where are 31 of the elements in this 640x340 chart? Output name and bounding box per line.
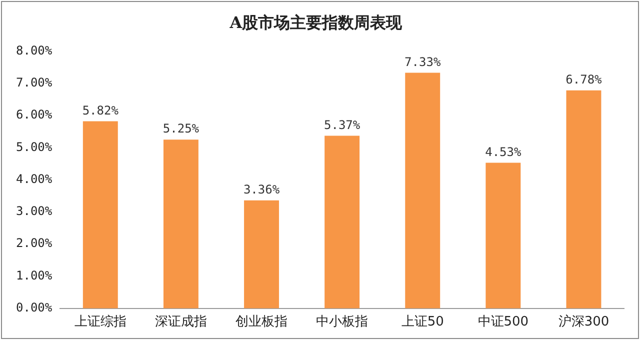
bar [566, 90, 602, 308]
y-tick-label: 3.00% [16, 204, 53, 218]
y-tick-label: 1.00% [16, 268, 53, 282]
y-tick-label: 6.00% [16, 108, 53, 122]
x-tick-label: 沪深300 [558, 314, 610, 330]
y-tick-label: 2.00% [16, 236, 53, 250]
bar [244, 200, 279, 308]
x-tick-label: 中小板指 [316, 314, 368, 330]
y-tick-label: 8.00% [16, 43, 53, 58]
bar [163, 140, 198, 308]
data-label: 3.36% [243, 182, 280, 196]
data-label: 5.37% [324, 118, 361, 132]
x-tick-label: 上证50 [401, 314, 444, 330]
bar [486, 162, 521, 308]
data-label: 4.53% [485, 144, 522, 159]
data-label: 5.82% [82, 103, 120, 118]
data-label: 6.78% [566, 72, 603, 87]
data-label: 5.25% [162, 122, 200, 136]
data-label: 7.33% [404, 54, 442, 69]
bar [324, 136, 360, 308]
x-tick-label: 创业板指 [236, 314, 288, 330]
chart-title: A股市场主要指数周表现 [228, 12, 404, 32]
y-tick-label: 0.00% [16, 300, 53, 315]
y-tick-label: 4.00% [16, 172, 53, 186]
y-tick-label: 7.00% [16, 75, 53, 90]
bar [82, 121, 118, 308]
y-tick-label: 5.00% [16, 140, 53, 154]
bar [405, 72, 440, 308]
x-tick-label: 中证500 [478, 314, 529, 330]
x-tick-label: 上证综指 [74, 314, 126, 330]
x-tick-label: 深证成指 [154, 314, 207, 330]
